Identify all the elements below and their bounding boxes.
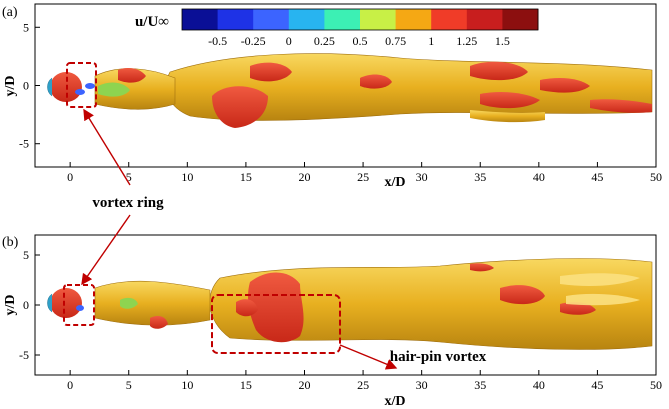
x-tick-label: 40 [533,378,545,392]
colorbar-level-label: 0.25 [314,34,335,48]
colorbar-swatch [395,9,432,30]
y-tick-label: -5 [19,137,29,151]
colorbar-level-label: 1 [428,34,434,48]
hair-pin-box [211,294,341,354]
panel-a-xlabel: x/D [385,175,406,190]
x-tick-label: 25 [357,170,369,184]
y-tick-label: 5 [23,20,29,34]
x-tick-label: 30 [416,170,428,184]
x-tick-label: 0 [67,170,73,184]
panel-a-wake [94,53,653,128]
colorbar-swatch [466,9,503,30]
colorbar-swatch [502,9,539,30]
x-tick-label: 20 [298,170,310,184]
panel-b-label: (b) [2,235,19,250]
x-tick-label: 50 [650,170,662,184]
colorbar-swatch [431,9,468,30]
panel-a: (a) 0 5 10 15 20 25 30 35 40 [2,3,662,190]
panel-b-xlabel: x/D [385,394,406,409]
y-tick-label: -5 [19,348,29,362]
colorbar-level-label: 0.75 [385,34,406,48]
colorbar-level-label: 0 [286,34,292,48]
colorbar-level-label: -0.5 [208,34,227,48]
x-tick-label: 35 [474,170,486,184]
x-tick-label: 30 [416,378,428,392]
x-tick-label: 10 [181,378,193,392]
colorbar-level-label: -0.25 [241,34,266,48]
y-tick-label: 0 [23,298,29,312]
colorbar-swatch [360,9,397,30]
y-tick-label: 5 [23,248,29,262]
panel-a-x-axis: 0 5 10 15 20 25 30 35 40 45 50 [35,162,662,184]
panel-b-x-axis: 0 5 10 15 20 25 30 35 40 45 50 [35,370,662,392]
colorbar-swatch [288,9,325,30]
x-tick-label: 15 [240,378,252,392]
panel-a-vortex-ring [47,62,97,108]
colorbar-swatch [253,9,290,30]
hair-pin-label: hair-pin vortex [390,349,487,365]
panel-b-ring-box [63,284,95,326]
panel-a-ylabel: y/D [3,76,18,97]
vortex-ring-label: vortex ring [92,195,164,211]
colorbar-level-label: 1.5 [495,34,510,48]
x-tick-label: 35 [474,378,486,392]
x-tick-label: 5 [126,378,132,392]
panel-b-vortex-ring [47,284,341,354]
colorbar-swatch [324,9,361,30]
panel-a-label: (a) [2,5,18,20]
x-tick-label: 15 [240,170,252,184]
arrow-to-ring-b [81,214,131,286]
arrow-to-hair-pin [339,344,398,370]
x-tick-label: 5 [126,170,132,184]
annotations: vortex ring hair-pin vortex [81,108,487,370]
panel-a-y-axis: -5 0 5 [19,20,40,151]
arrow-to-ring-a [83,108,131,186]
x-tick-label: 20 [298,378,310,392]
panel-a-ring-box [66,62,97,108]
panel-b-ylabel: y/D [3,295,18,316]
colorbar: u/U∞ -0.5 -0.25 0 0.25 0.5 0.75 1 1.25 1.5 [135,8,539,48]
panel-b-wake [94,258,653,350]
colorbar-swatch [182,9,219,30]
x-tick-label: 45 [591,378,603,392]
colorbar-level-label: 0.5 [353,34,368,48]
x-tick-label: 10 [181,170,193,184]
x-tick-label: 25 [357,378,369,392]
panel-b: (b) 0 5 10 15 20 25 30 35 40 45 50 - [2,234,662,409]
x-tick-label: 0 [67,378,73,392]
x-tick-label: 45 [591,170,603,184]
colorbar-swatch [217,9,254,30]
x-tick-label: 50 [650,378,662,392]
x-tick-label: 40 [533,170,545,184]
colorbar-frame [181,8,539,31]
panel-b-y-axis: -5 0 5 [19,248,40,362]
y-tick-label: 0 [23,79,29,93]
colorbar-level-label: 1.25 [456,34,477,48]
colorbar-title: u/U∞ [135,14,169,30]
